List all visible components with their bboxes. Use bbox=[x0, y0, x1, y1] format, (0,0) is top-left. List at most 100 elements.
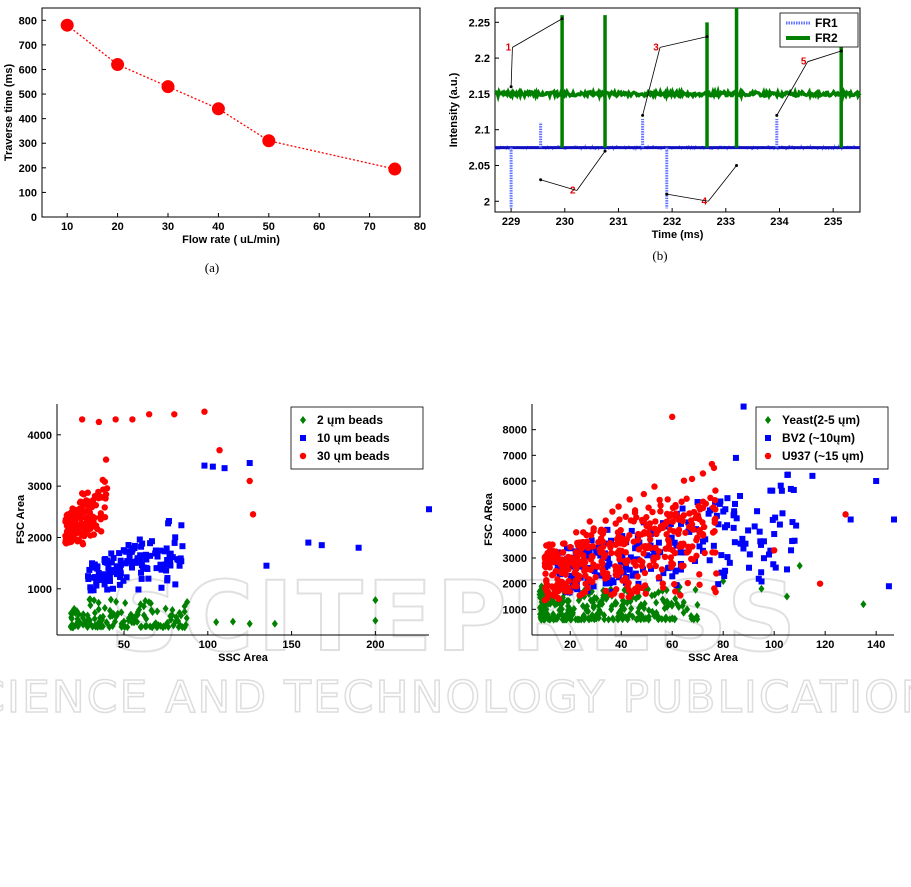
data-point bbox=[760, 538, 767, 545]
data-point bbox=[113, 597, 120, 606]
data-point bbox=[229, 617, 236, 626]
data-point bbox=[548, 572, 556, 579]
data-point bbox=[86, 595, 93, 604]
y-tick-label: 3000 bbox=[28, 481, 52, 493]
data-point bbox=[86, 566, 93, 573]
data-point bbox=[599, 543, 607, 551]
data-point bbox=[582, 604, 589, 613]
data-point bbox=[161, 548, 168, 555]
data-point bbox=[635, 604, 642, 613]
data-point bbox=[767, 547, 774, 554]
data-point bbox=[565, 577, 572, 585]
data-point bbox=[604, 555, 611, 562]
data-point bbox=[672, 510, 680, 517]
data-point bbox=[731, 511, 738, 518]
data-point bbox=[318, 542, 325, 549]
x-tick-label: 40 bbox=[212, 221, 224, 233]
data-point bbox=[608, 577, 615, 584]
data-point bbox=[122, 599, 129, 608]
legend-swatch bbox=[300, 435, 306, 441]
data-point bbox=[69, 516, 77, 523]
data-point bbox=[685, 519, 692, 526]
data-point bbox=[771, 531, 778, 538]
data-point bbox=[622, 564, 629, 571]
data-point bbox=[372, 616, 379, 625]
data-point bbox=[661, 553, 669, 561]
data-point bbox=[669, 518, 676, 525]
annotation-arrowhead bbox=[560, 17, 564, 21]
data-point bbox=[601, 615, 608, 624]
data-point bbox=[796, 561, 803, 570]
data-point bbox=[83, 514, 90, 521]
data-point bbox=[592, 573, 599, 581]
data-point bbox=[683, 495, 690, 502]
annotation-arrow bbox=[666, 193, 709, 202]
data-point bbox=[776, 521, 783, 528]
data-point bbox=[588, 537, 595, 544]
y-tick-label: 2000 bbox=[28, 532, 52, 544]
data-point bbox=[147, 622, 154, 631]
legend-label: 10 ųm beads bbox=[317, 431, 390, 445]
data-point bbox=[700, 523, 708, 531]
data-point bbox=[144, 565, 151, 572]
data-point bbox=[305, 539, 312, 546]
data-point bbox=[117, 561, 124, 568]
data-point bbox=[666, 513, 673, 520]
data-point bbox=[612, 520, 619, 527]
data-point bbox=[563, 545, 570, 552]
data-point bbox=[701, 549, 708, 557]
data-point bbox=[216, 447, 223, 454]
y-tick-label: 400 bbox=[19, 114, 37, 126]
data-point bbox=[885, 583, 892, 590]
annotation-arrow bbox=[776, 61, 808, 116]
data-point bbox=[668, 534, 675, 541]
data-point bbox=[84, 526, 92, 534]
data-point bbox=[666, 615, 673, 624]
data-point bbox=[626, 496, 633, 503]
data-point bbox=[746, 564, 753, 571]
data-point bbox=[128, 548, 135, 555]
data-point bbox=[705, 510, 712, 517]
data-point bbox=[789, 519, 796, 526]
x-tick-label: 120 bbox=[816, 639, 834, 651]
chart-d: 20 40 60 80 100 120 140 1000 2000 3000 4000 5000 600… bbox=[483, 403, 897, 664]
data-point bbox=[167, 612, 174, 621]
series-circle bbox=[541, 413, 849, 604]
data-point bbox=[213, 618, 220, 627]
x-tick-label: 140 bbox=[867, 639, 885, 651]
x-tick-label: 40 bbox=[615, 639, 627, 651]
data-point bbox=[694, 499, 701, 506]
data-point bbox=[68, 613, 75, 622]
data-point bbox=[90, 531, 98, 538]
data-point bbox=[89, 513, 96, 520]
data-point bbox=[101, 513, 109, 521]
data-point bbox=[109, 622, 116, 631]
data-point bbox=[793, 522, 800, 529]
data-point bbox=[620, 536, 628, 543]
plot-frame bbox=[41, 7, 421, 218]
data-point bbox=[635, 614, 642, 623]
data-point bbox=[92, 622, 99, 631]
data-point bbox=[599, 530, 607, 537]
data-point bbox=[599, 538, 607, 545]
data-point bbox=[78, 416, 86, 423]
y-tick-label: 700 bbox=[19, 40, 37, 52]
data-point bbox=[122, 560, 129, 567]
x-tick-label: 231 bbox=[609, 216, 627, 228]
data-point bbox=[767, 487, 774, 494]
data-point bbox=[87, 584, 94, 591]
data-point bbox=[135, 586, 142, 593]
data-point bbox=[652, 562, 659, 570]
data-point bbox=[246, 460, 253, 467]
data-point bbox=[147, 552, 154, 559]
data-point bbox=[656, 496, 663, 504]
data-point bbox=[567, 543, 574, 551]
data-point bbox=[221, 465, 228, 472]
data-point bbox=[770, 561, 777, 568]
annotation-arrowhead bbox=[509, 85, 513, 89]
data-point bbox=[614, 529, 622, 536]
annotation-arrowhead bbox=[665, 192, 669, 196]
data-point bbox=[783, 592, 790, 601]
data-point bbox=[627, 554, 634, 561]
data-point bbox=[542, 570, 549, 577]
